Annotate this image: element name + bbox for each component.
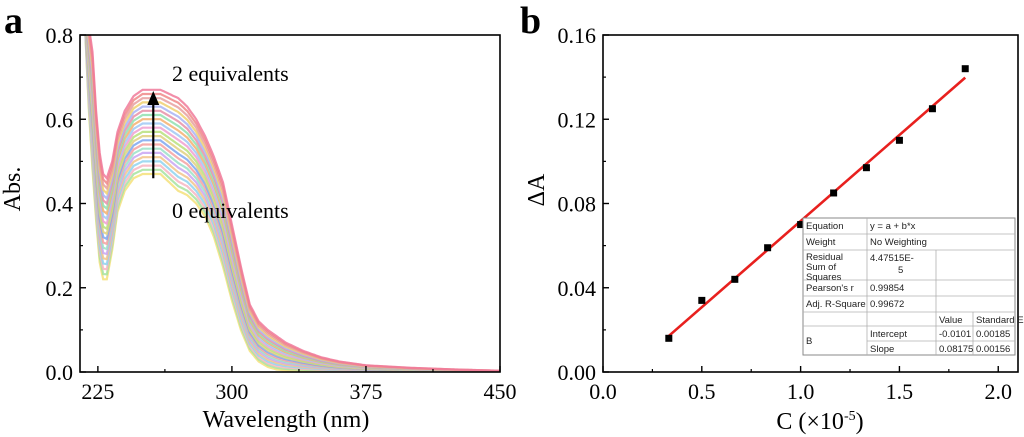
y-tick-label: 0.0 (46, 360, 74, 385)
spectrum-line-2 (84, 35, 500, 372)
spectrum-line-9 (84, 35, 500, 372)
table-cell: Value (939, 315, 963, 326)
arrow-head (147, 90, 160, 105)
panel-a-xlabel: Wavelength (nm) (203, 407, 370, 433)
table-cell: -0.0101 (939, 329, 971, 340)
linear-fit (667, 76, 967, 337)
y-tick-label: 0.16 (558, 23, 597, 48)
data-point (731, 275, 739, 283)
spectrum-line-5 (84, 35, 500, 372)
data-point (665, 334, 673, 342)
x-tick-label: 0.5 (688, 379, 716, 404)
panel-a: a 225 300 375 450 0.0 0.2 0.4 0.6 0.8 2 equivale… (0, 0, 517, 433)
spectrum-line-11 (85, 35, 500, 372)
spectrum-line-3 (84, 35, 500, 372)
spectrum-line-15 (85, 35, 500, 372)
panel-b: b 0.0 0.5 1.0 1.5 2.0 0.00 0.04 0.08 0.12 0.16 Eq… (520, 0, 1024, 435)
table-cell: Sum of (806, 262, 836, 273)
fit-table-background (802, 217, 1016, 356)
spectrum-line-12 (85, 35, 500, 372)
table-cell: 0.99854 (870, 283, 904, 294)
spectrum-line-1 (84, 35, 500, 372)
data-point (797, 221, 805, 229)
panel-a-axes: 225 300 375 450 0.0 0.2 0.4 0.6 0.8 (46, 23, 517, 404)
y-tick-label: 0.12 (558, 107, 597, 132)
y-tick-label: 0.04 (558, 276, 597, 301)
panel-b-xlabel: C (×10-5) (776, 409, 863, 435)
spectrum-line-20 (88, 35, 500, 372)
spectrum-line-7 (84, 35, 500, 372)
x-tick-label: 1.0 (787, 379, 815, 404)
panel-a-letter: a (4, 0, 23, 42)
x-tick-label: 2.0 (984, 379, 1012, 404)
table-cell: 0.99672 (870, 299, 904, 310)
increase-arrow (147, 90, 160, 179)
table-cell: 0.08175 (939, 344, 973, 355)
spectrum-line-4 (84, 35, 500, 372)
x-tick-label: 0.0 (589, 379, 617, 404)
data-point (961, 65, 969, 73)
x-tick-label: 450 (484, 379, 517, 404)
y-tick-label: 0.00 (558, 360, 597, 385)
x-tick-label: 225 (81, 379, 114, 404)
fit-line (667, 76, 967, 337)
panel-a-ylabel: Abs. (0, 167, 26, 212)
panel-a-annotation-top: 2 equivalents (172, 61, 289, 86)
data-point (830, 189, 838, 197)
panel-b-axes: 0.0 0.5 1.0 1.5 2.0 0.00 0.04 0.08 0.12 0.16 (558, 23, 1019, 404)
data-point (764, 244, 772, 252)
x-tick-label: 375 (349, 379, 382, 404)
spectrum-line-21 (88, 35, 500, 372)
x-tick-label: 1.5 (886, 379, 914, 404)
panel-b-ylabel: ΔA (524, 173, 550, 206)
fit-results-table: Equation y = a + b*x Weight No Weighting Pea… (802, 217, 1024, 356)
table-cell: Standard Err (976, 315, 1024, 326)
table-cell: Squares (806, 272, 842, 283)
data-point (895, 136, 903, 144)
spectrum-line-18 (87, 35, 500, 372)
y-tick-label: 0.08 (558, 192, 597, 217)
table-cell: 4.47515E- (870, 253, 914, 264)
table-cell: B (806, 336, 812, 347)
panel-b-letter: b (520, 0, 541, 42)
table-cell: 5 (898, 265, 903, 276)
table-cell: Intercept (870, 329, 907, 340)
table-cell: y = a + b*x (870, 221, 916, 232)
panel-a-annotation-bottom: 0 equivalents (172, 198, 289, 223)
table-cell: 0.00185 (976, 329, 1010, 340)
data-point (698, 296, 706, 304)
table-cell: Adj. R-Square (806, 299, 866, 310)
data-points (665, 65, 969, 342)
spectrum-line-13 (85, 35, 500, 372)
table-cell: Equation (806, 221, 844, 232)
table-cell: 0.00156 (976, 344, 1010, 355)
panel-a-frame (79, 34, 501, 373)
y-tick-label: 0.4 (46, 192, 74, 217)
y-tick-label: 0.2 (46, 276, 74, 301)
spectrum-line-17 (86, 35, 500, 372)
spectrum-line-16 (86, 35, 500, 372)
spectrum-line-14 (85, 35, 500, 372)
table-cell: Pearson's r (806, 283, 854, 294)
x-tick-label: 300 (215, 379, 248, 404)
spectrum-line-6 (84, 35, 500, 372)
table-cell: No Weighting (870, 237, 927, 248)
spectrum-line-8 (84, 35, 500, 372)
data-point (862, 164, 870, 172)
absorption-spectra (84, 35, 500, 372)
y-tick-label: 0.8 (46, 23, 74, 48)
spectrum-line-19 (87, 35, 500, 372)
spectrum-line-10 (84, 35, 500, 372)
y-tick-label: 0.6 (46, 107, 74, 132)
table-cell: Residual (806, 252, 843, 263)
table-cell: Slope (870, 344, 894, 355)
data-point (928, 105, 936, 113)
table-cell: Weight (806, 237, 836, 248)
